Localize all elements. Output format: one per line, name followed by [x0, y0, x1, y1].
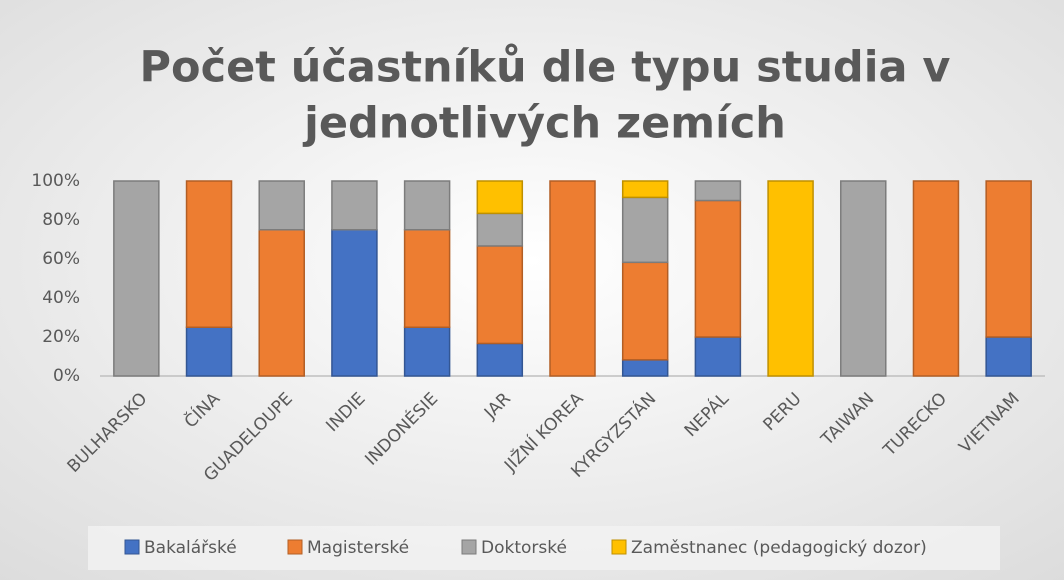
bar-segment	[985, 180, 1032, 338]
bar-segment	[621, 261, 669, 361]
bar-segment	[621, 180, 669, 199]
bar-segment	[694, 336, 742, 377]
y-tick-label: 80%	[42, 210, 80, 230]
bar-segment	[185, 180, 233, 328]
chart-title: jednotlivých zemích	[302, 99, 786, 149]
bar-segment	[476, 245, 524, 345]
legend-label: Magisterské	[307, 538, 409, 558]
y-tick-label: 100%	[31, 171, 80, 191]
legend-swatch	[461, 539, 477, 555]
bar-segment	[912, 180, 960, 377]
bar-segment	[621, 359, 669, 377]
bar-segment	[767, 180, 814, 377]
y-tick-label: 0%	[53, 366, 80, 386]
chart-title: Počet účastníků dle typu studia v	[140, 43, 951, 93]
bar-segment	[840, 180, 887, 377]
y-tick-label: 60%	[42, 249, 80, 269]
bar-segment	[549, 180, 596, 377]
bar-segment	[476, 342, 524, 377]
bar-segment	[403, 229, 451, 328]
legend-label: Bakalářské	[144, 538, 237, 558]
bar-segment	[403, 180, 451, 231]
bar-segment	[258, 229, 305, 377]
bar-segment	[331, 229, 378, 377]
bar-segment	[476, 180, 524, 215]
legend-label: Zaměstnanec (pedagogický dozor)	[631, 538, 927, 558]
y-tick-label: 40%	[42, 288, 80, 308]
legend-swatch	[611, 539, 627, 555]
bar-segment	[185, 326, 233, 377]
bar-segment	[403, 326, 451, 377]
bar-segment	[694, 199, 742, 338]
bar-segment	[985, 336, 1032, 377]
legend-swatch	[124, 539, 140, 555]
bar-segment	[331, 180, 378, 231]
legend-box	[88, 526, 1000, 570]
bar-segment	[694, 180, 742, 202]
legend-label: Doktorské	[481, 538, 567, 558]
bar-segment	[113, 180, 160, 377]
legend-swatch	[287, 539, 303, 555]
y-tick-label: 20%	[42, 327, 80, 347]
bar-segment	[476, 212, 524, 247]
bar-segment	[621, 196, 669, 264]
bar-segment	[258, 180, 305, 231]
